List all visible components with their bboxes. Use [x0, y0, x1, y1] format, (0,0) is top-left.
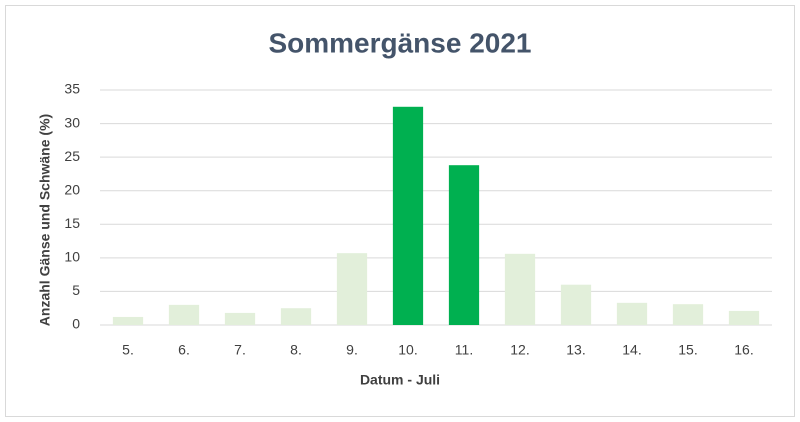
- x-tick-label: 8.: [290, 342, 302, 358]
- bar: [224, 312, 256, 325]
- y-tick-label: 5: [72, 282, 80, 298]
- x-tick-label: 14.: [622, 342, 641, 358]
- x-tick-label: 6.: [178, 342, 190, 358]
- y-tick-label: 25: [64, 148, 80, 164]
- x-tick-label: 13.: [566, 342, 585, 358]
- bar: [112, 316, 144, 325]
- x-tick-label: 9.: [346, 342, 358, 358]
- bar: [336, 253, 368, 325]
- x-tick-label: 10.: [398, 342, 417, 358]
- x-tick-label: 15.: [678, 342, 697, 358]
- bar: [280, 308, 312, 325]
- bar: [616, 302, 648, 325]
- bar: [448, 165, 480, 325]
- bar: [168, 304, 200, 325]
- bar: [504, 253, 536, 325]
- chart-title: Sommergänse 2021: [268, 27, 531, 58]
- x-axis-label: Datum - Juli: [360, 372, 440, 388]
- y-tick-label: 15: [64, 215, 80, 231]
- y-tick-label: 10: [64, 249, 80, 265]
- bar: [728, 310, 760, 325]
- bar: [560, 284, 592, 325]
- x-tick-label: 16.: [734, 342, 753, 358]
- x-tick-label: 5.: [122, 342, 134, 358]
- x-tick-label: 11.: [455, 342, 473, 358]
- y-tick-label: 20: [64, 181, 80, 197]
- y-tick-label: 0: [72, 316, 80, 332]
- x-tick-label: 7.: [234, 342, 246, 358]
- y-axis-label: Anzahl Gänse und Schwäne (%): [37, 114, 53, 326]
- bar: [672, 304, 704, 325]
- y-tick-label: 35: [64, 81, 80, 97]
- y-tick-label: 30: [64, 114, 80, 130]
- x-tick-label: 12.: [510, 342, 529, 358]
- bar: [392, 106, 424, 326]
